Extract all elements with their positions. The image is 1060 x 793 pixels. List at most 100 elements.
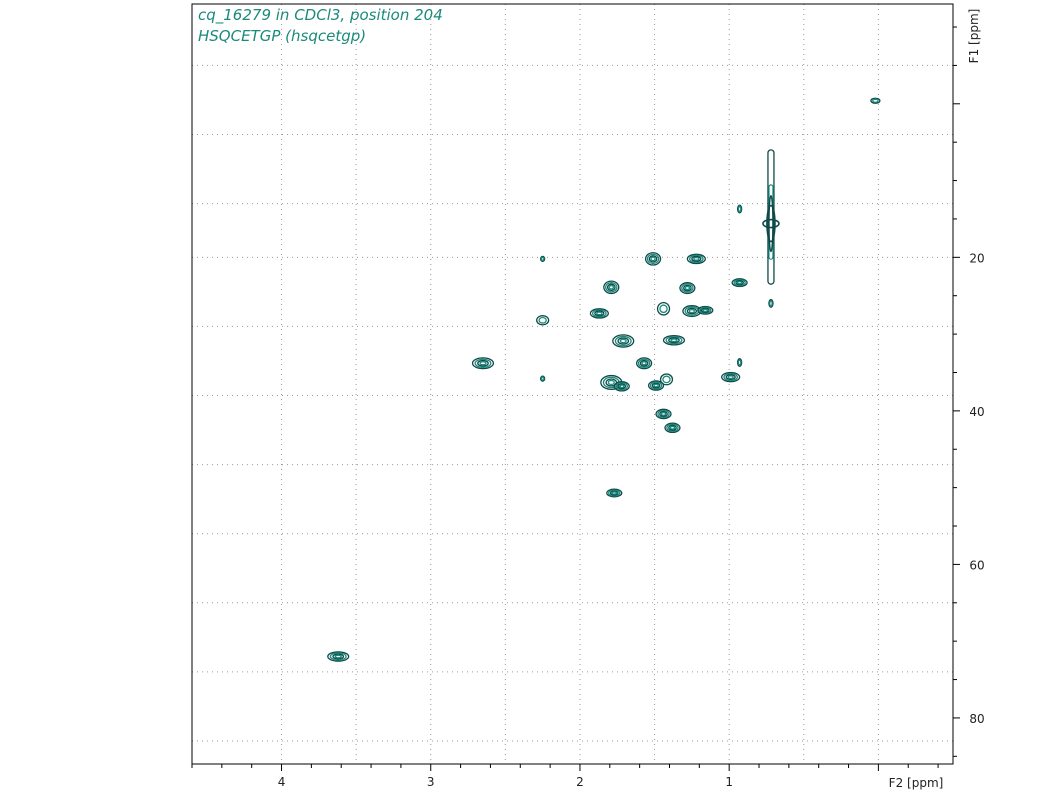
contour-level xyxy=(679,282,696,295)
contour-level xyxy=(650,256,656,262)
contour-level xyxy=(699,306,712,314)
x-tick-label: 4 xyxy=(278,775,286,789)
contour-level xyxy=(691,255,702,262)
contour-peak xyxy=(612,334,635,348)
grid-lines xyxy=(192,4,953,764)
x-axis-label: F2 [ppm] xyxy=(889,776,944,790)
contour-peak xyxy=(736,204,743,214)
contour-peak xyxy=(656,301,671,316)
contour-level xyxy=(639,359,649,367)
contour-level xyxy=(733,279,746,287)
y-tick-label: 60 xyxy=(969,558,984,572)
contour-level xyxy=(666,423,679,432)
contour-level xyxy=(606,488,623,498)
contour-peak xyxy=(606,488,623,498)
contour-level xyxy=(655,408,672,420)
contour-level xyxy=(668,424,677,431)
contour-level xyxy=(471,357,495,370)
contour-level xyxy=(659,373,674,386)
contour-level xyxy=(591,309,607,318)
contour-level xyxy=(686,307,697,315)
y-axis-label: F1 [ppm] xyxy=(967,9,981,64)
contour-level xyxy=(474,358,492,368)
contour-peak xyxy=(870,97,881,104)
contour-peak xyxy=(540,255,546,263)
y-tick-label: 80 xyxy=(969,712,984,726)
contour-peak xyxy=(603,280,620,295)
contour-level xyxy=(697,305,714,315)
contour-level xyxy=(737,206,742,212)
contour-level xyxy=(735,280,745,286)
contour-level xyxy=(702,308,709,313)
spectrum-title: cq_16279 in CDCl3, position 204 xyxy=(198,6,443,24)
contour-peak xyxy=(664,422,681,434)
ridge-core xyxy=(768,194,774,253)
contour-level xyxy=(614,335,632,347)
contour-level xyxy=(683,284,692,292)
contour-peak xyxy=(679,282,696,295)
contour-peak xyxy=(655,408,672,420)
contour-level xyxy=(725,374,736,381)
contour-level xyxy=(668,337,680,344)
contour-peak xyxy=(647,380,665,391)
contour-level xyxy=(617,337,630,345)
contour-level xyxy=(332,653,345,660)
contour-peak xyxy=(327,651,350,662)
contour-level xyxy=(612,334,635,348)
contour-level xyxy=(736,358,743,367)
contour-level xyxy=(688,254,704,263)
contour-level xyxy=(636,357,653,370)
contour-peak xyxy=(736,358,743,367)
contour-level xyxy=(594,310,605,317)
contour-level xyxy=(670,338,678,343)
contour-peak xyxy=(686,253,706,265)
contour-level xyxy=(619,338,627,344)
contour-level xyxy=(477,359,489,367)
contour-peaks xyxy=(327,97,881,662)
contour-level xyxy=(540,376,545,381)
contour-peak xyxy=(540,375,546,382)
contour-peak xyxy=(471,357,495,370)
contour-peak xyxy=(644,252,662,266)
contour-level xyxy=(609,490,619,496)
contour-level xyxy=(731,278,748,288)
contour-level xyxy=(659,410,668,417)
contour-level xyxy=(727,375,734,380)
contour-level xyxy=(721,371,741,383)
contour-level xyxy=(538,316,547,324)
contour-level xyxy=(686,253,706,265)
contour-level xyxy=(646,253,660,265)
contour-level xyxy=(688,308,696,314)
y-tick-label: 40 xyxy=(969,405,984,419)
ridge-core xyxy=(766,204,776,243)
contour-level xyxy=(723,372,739,382)
contour-level xyxy=(665,336,683,345)
contour-level xyxy=(737,359,742,366)
contour-level xyxy=(589,308,609,319)
contour-level xyxy=(682,305,702,318)
y-tick-label: 20 xyxy=(969,251,984,265)
contour-level xyxy=(479,361,487,366)
contour-level xyxy=(606,283,616,291)
contour-level xyxy=(637,358,651,368)
contour-level xyxy=(700,307,710,313)
contour-level xyxy=(536,315,550,326)
axes: 4 3 2 1 20 40 60 80 xyxy=(191,26,985,789)
x-tick-label: 2 xyxy=(576,775,584,789)
contour-level xyxy=(647,380,665,391)
contour-level xyxy=(603,280,620,295)
ridge-core xyxy=(762,218,780,229)
contour-level xyxy=(768,298,774,308)
contour-peak xyxy=(636,357,653,370)
contour-level xyxy=(327,651,350,662)
contour-level xyxy=(540,255,546,263)
contour-level xyxy=(684,285,691,291)
contour-level xyxy=(662,334,686,346)
contour-level xyxy=(872,98,879,103)
contour-level xyxy=(736,280,743,285)
contour-level xyxy=(649,381,663,390)
contour-level xyxy=(540,375,546,382)
contour-level xyxy=(613,381,630,392)
contour-level xyxy=(334,654,342,659)
